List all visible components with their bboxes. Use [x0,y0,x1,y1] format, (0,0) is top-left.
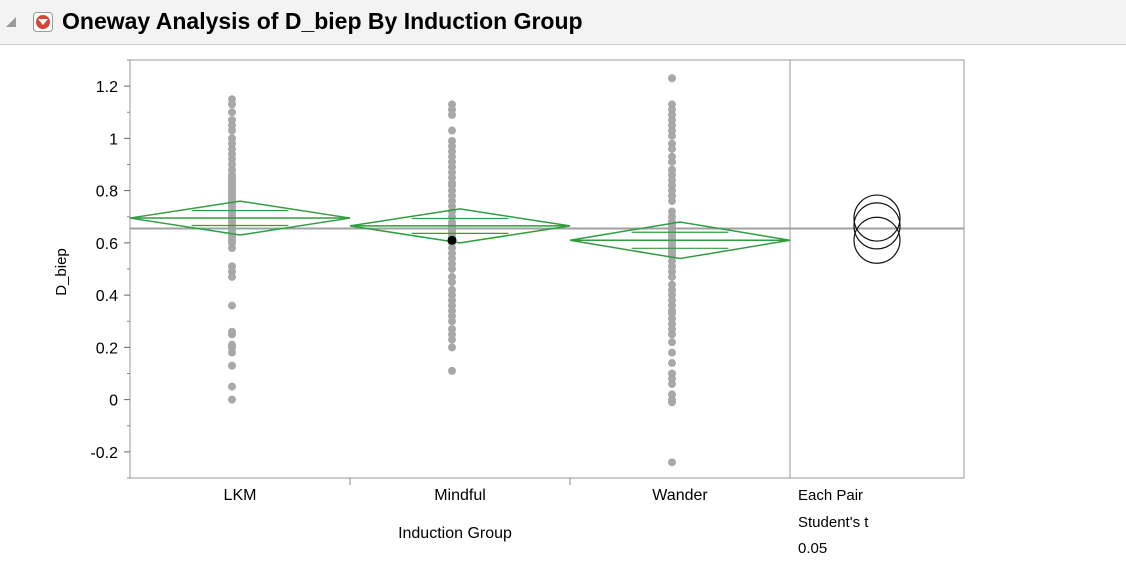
chevron-down-icon [38,19,48,25]
comparison-circles-frame [789,59,965,479]
report-header: Oneway Analysis of D_biep By Induction G… [0,0,1126,45]
y-axis-title: D_biep [53,248,70,296]
comparison-circle[interactable] [853,216,901,264]
data-point [668,338,676,347]
x-tick-label: Wander [652,487,708,504]
data-point [228,272,236,281]
data-point [228,244,236,253]
x-tick-label: Mindful [434,487,486,504]
selected-data-point [447,235,457,245]
data-point [448,126,456,135]
data-point [668,379,676,388]
data-point [448,317,456,326]
disclosure-triangle-icon[interactable] [6,17,16,27]
comparison-circle[interactable] [853,194,901,242]
data-point [668,330,676,339]
x-tick-label: LKM [224,487,257,504]
data-point [448,110,456,119]
data-point [668,144,676,153]
data-point [228,108,236,117]
report-title: Oneway Analysis of D_biep By Induction G… [62,8,583,34]
y-tick-label: 1.2 [96,79,118,96]
data-point [448,366,456,375]
data-point [668,458,676,467]
data-point [448,278,456,287]
x-axis-title: Induction Group [398,525,512,542]
comparison-label-line2: Student's t [798,514,869,531]
data-point [228,382,236,391]
data-point [228,361,236,370]
data-point [448,335,456,344]
data-point [668,157,676,166]
data-point [228,100,236,109]
y-tick-label: -0.2 [90,445,118,462]
data-point [228,395,236,404]
data-point [668,272,676,281]
data-point [668,197,676,206]
data-point [668,348,676,357]
y-tick-label: 0.8 [96,184,118,201]
data-point [228,301,236,310]
comparison-circle[interactable] [853,202,901,250]
data-point [668,131,676,140]
y-tick-label: 0.6 [96,236,118,253]
data-point [228,126,236,135]
data-point [668,74,676,83]
y-tick-label: 0 [109,393,118,410]
comparison-label-line3: 0.05 [798,540,827,557]
data-point [228,330,236,339]
data-point [668,359,676,368]
data-point [668,398,676,407]
y-tick-label: 0.2 [96,340,118,357]
data-point [228,348,236,357]
data-point [448,343,456,352]
data-point [448,265,456,273]
red-triangle-menu-button[interactable] [33,12,53,32]
comparison-label-line1: Each Pair [798,487,863,504]
y-tick-label: 1 [109,131,118,148]
y-tick-label: 0.4 [96,288,118,305]
